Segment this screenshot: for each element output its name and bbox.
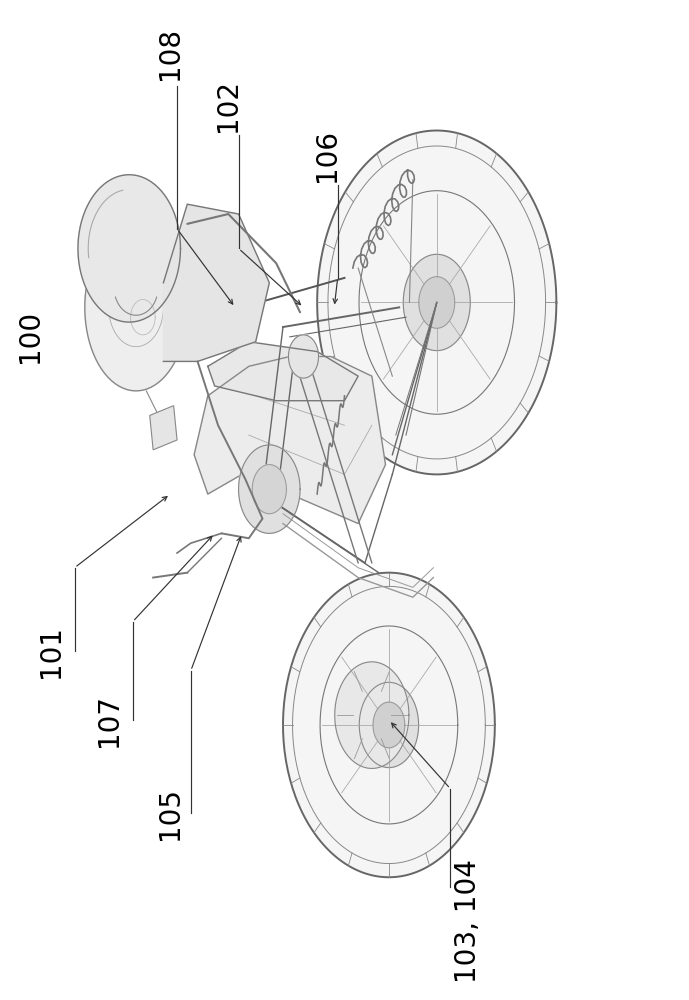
Polygon shape (163, 204, 269, 361)
Text: 107: 107 (94, 694, 123, 747)
Polygon shape (403, 254, 471, 351)
Polygon shape (194, 356, 386, 524)
Polygon shape (252, 465, 287, 514)
Text: 102: 102 (214, 79, 243, 132)
Polygon shape (238, 445, 300, 533)
Text: 103, 104: 103, 104 (453, 860, 482, 983)
Text: 106: 106 (313, 129, 342, 182)
Polygon shape (359, 682, 419, 768)
Polygon shape (283, 573, 495, 877)
Polygon shape (317, 131, 557, 474)
Polygon shape (335, 662, 409, 768)
Polygon shape (78, 175, 181, 322)
Polygon shape (373, 702, 405, 748)
Polygon shape (150, 406, 177, 450)
Text: 101: 101 (37, 625, 65, 678)
Polygon shape (208, 342, 358, 401)
Polygon shape (289, 335, 318, 378)
Polygon shape (419, 277, 455, 328)
Text: 105: 105 (156, 787, 184, 840)
Text: 108: 108 (156, 27, 184, 80)
Text: 100: 100 (16, 310, 44, 363)
Polygon shape (85, 224, 187, 391)
